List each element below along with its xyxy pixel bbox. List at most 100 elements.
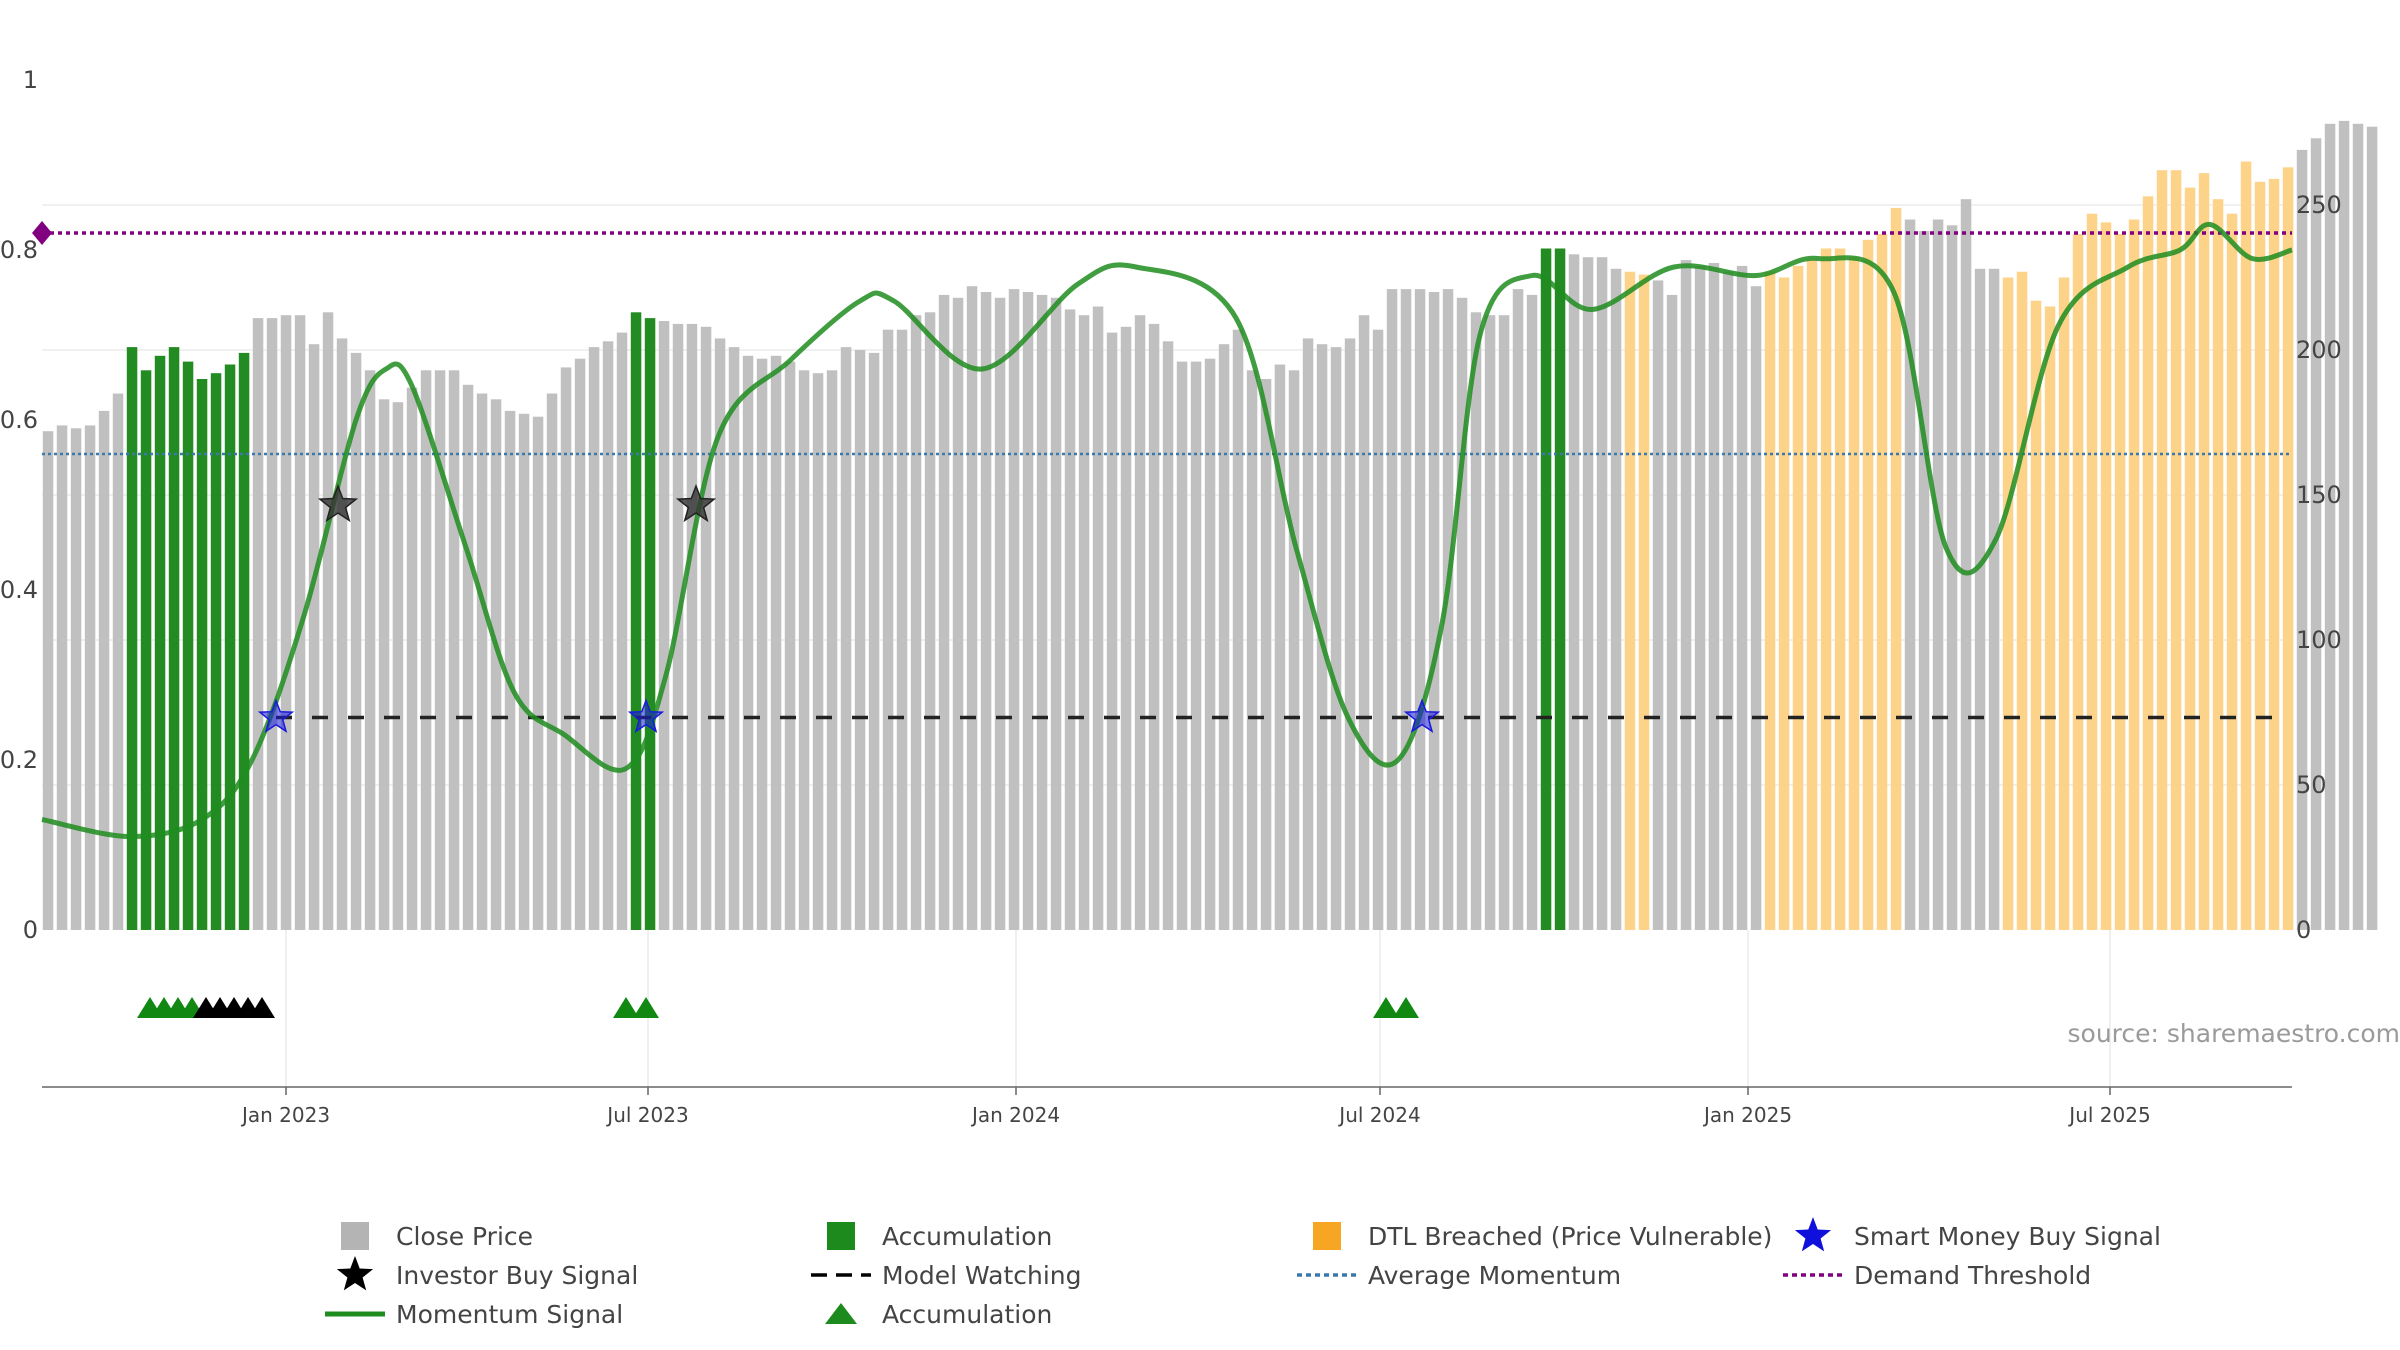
close-price-bar	[448, 370, 460, 930]
x-tick-label: Jul 2025	[2067, 1103, 2150, 1127]
close-price-bar	[2296, 149, 2308, 930]
left-tick-label: 0.6	[0, 406, 38, 434]
demand-threshold-marker	[32, 221, 52, 245]
accumulation-marker	[613, 997, 639, 1018]
legend-label: DTL Breached (Price Vulnerable)	[1368, 1222, 1772, 1251]
legend-label: Investor Buy Signal	[396, 1261, 638, 1290]
dtl-breached-bar	[1862, 239, 1874, 931]
close-price-bar	[1218, 344, 1230, 930]
close-price-bar	[1582, 257, 1594, 930]
close-price-bar	[1344, 338, 1356, 930]
close-price-bar	[1078, 315, 1090, 930]
lines-layer	[32, 221, 2293, 839]
legend: Close Price Accumulation DTL Breached (Pri…	[325, 1217, 2161, 1329]
legend-item: Demand Threshold	[1783, 1261, 2091, 1290]
dtl-breached-bar	[2086, 213, 2098, 930]
close-price-bar	[490, 399, 502, 930]
close-price-bar	[602, 341, 614, 930]
legend-label: Smart Money Buy Signal	[1854, 1222, 2161, 1251]
close-price-bar	[1050, 297, 1062, 930]
legend-item: Accumulation	[825, 1300, 1052, 1329]
close-price-bar	[1512, 289, 1524, 931]
markers-layer	[137, 483, 1441, 1018]
close-price-bar	[1708, 263, 1720, 930]
close-price-bar	[1358, 315, 1370, 930]
close-price-bar	[1036, 294, 1048, 930]
dtl-breached-bar	[1624, 271, 1636, 930]
accumulation-bar	[238, 352, 250, 930]
dtl-breached-bar	[1890, 207, 1902, 930]
close-price-bar	[1274, 364, 1286, 930]
legend-label: Momentum Signal	[396, 1300, 623, 1329]
left-tick-label: 0.8	[0, 236, 38, 264]
close-price-bar	[1386, 289, 1398, 931]
legend-item: DTL Breached (Price Vulnerable)	[1313, 1222, 1772, 1251]
close-price-bar	[322, 312, 334, 930]
dtl-breached-bar	[1876, 234, 1888, 930]
close-price-bar	[70, 428, 82, 930]
close-price-bar	[952, 297, 964, 930]
close-price-bar	[1428, 292, 1440, 930]
bars-layer	[42, 120, 2378, 931]
smart-money-buy-star	[1403, 698, 1441, 734]
dtl-breached-bar	[1764, 271, 1776, 930]
close-price-bar	[266, 318, 278, 931]
x-tick-label: Jan 2024	[970, 1103, 1060, 1127]
dtl-breached-bar	[2016, 271, 2028, 930]
axes-layer: 0 0.2 0.4 0.6 0.8 1 0 50 100 150 200 250 Jan 2023 Jul…	[0, 66, 2342, 1127]
close-price-bar	[2352, 123, 2364, 931]
dtl-breached-bar	[2170, 170, 2182, 930]
close-price-bar	[1414, 289, 1426, 931]
close-price-bar	[1456, 297, 1468, 930]
close-price-bar	[2310, 138, 2322, 931]
close-price-bar	[476, 393, 488, 930]
dtl-breached-bar	[2002, 277, 2014, 930]
dtl-breached-bar	[1806, 260, 1818, 931]
accumulation-bar	[182, 361, 194, 931]
close-price-bar	[1736, 265, 1748, 930]
close-price-bar	[658, 321, 670, 930]
close-price-bar	[1330, 347, 1342, 931]
close-price-bar	[56, 425, 68, 930]
dtl-breached-bar	[2282, 167, 2294, 931]
close-price-bar	[700, 326, 712, 930]
accumulation-bar	[210, 373, 222, 930]
accumulation-bar	[224, 364, 236, 930]
close-price-bar	[420, 370, 432, 930]
x-tick-label: Jul 2024	[1337, 1103, 1420, 1127]
close-price-bar	[1232, 329, 1244, 930]
legend-swatch	[827, 1222, 855, 1250]
dtl-breached-bar	[2128, 219, 2140, 930]
close-price-bar	[1302, 338, 1314, 930]
legend-star-icon	[336, 1256, 374, 1291]
accumulation-bar	[154, 355, 166, 930]
close-price-bar	[42, 431, 54, 930]
dtl-breached-bar	[1778, 277, 1790, 930]
close-price-bar	[770, 355, 782, 930]
legend-item: Momentum Signal	[325, 1300, 623, 1329]
close-price-bar	[378, 399, 390, 930]
accumulation-bar	[1554, 248, 1566, 930]
legend-item: Accumulation	[827, 1222, 1052, 1251]
dtl-breached-bar	[2044, 306, 2056, 930]
close-price-bar	[868, 352, 880, 930]
dtl-breached-bar	[1848, 257, 1860, 930]
close-price-bar	[112, 393, 124, 930]
close-price-bar	[840, 347, 852, 931]
close-price-bar	[714, 338, 726, 930]
dtl-breached-bar	[2142, 196, 2154, 931]
close-price-bar	[1932, 219, 1944, 930]
legend-item: Smart Money Buy Signal	[1794, 1217, 2161, 1252]
close-price-bar	[434, 370, 446, 930]
close-price-bar	[1442, 289, 1454, 931]
close-price-bar	[1498, 315, 1510, 930]
accumulation-bar	[644, 318, 656, 931]
accumulation-bar	[168, 347, 180, 931]
legend-label: Close Price	[396, 1222, 533, 1251]
close-price-bar	[1400, 289, 1412, 931]
legend-label: Demand Threshold	[1854, 1261, 2091, 1290]
right-tick-label: 0	[2296, 916, 2311, 944]
close-price-bar	[1092, 306, 1104, 930]
close-price-bar	[280, 315, 292, 930]
